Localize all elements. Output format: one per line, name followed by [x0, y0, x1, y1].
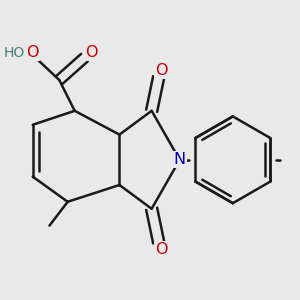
- Text: O: O: [26, 45, 39, 60]
- Text: N: N: [174, 152, 186, 167]
- Text: O: O: [155, 63, 168, 78]
- Text: HO: HO: [4, 46, 25, 60]
- Text: O: O: [155, 242, 168, 257]
- Text: O: O: [85, 45, 98, 60]
